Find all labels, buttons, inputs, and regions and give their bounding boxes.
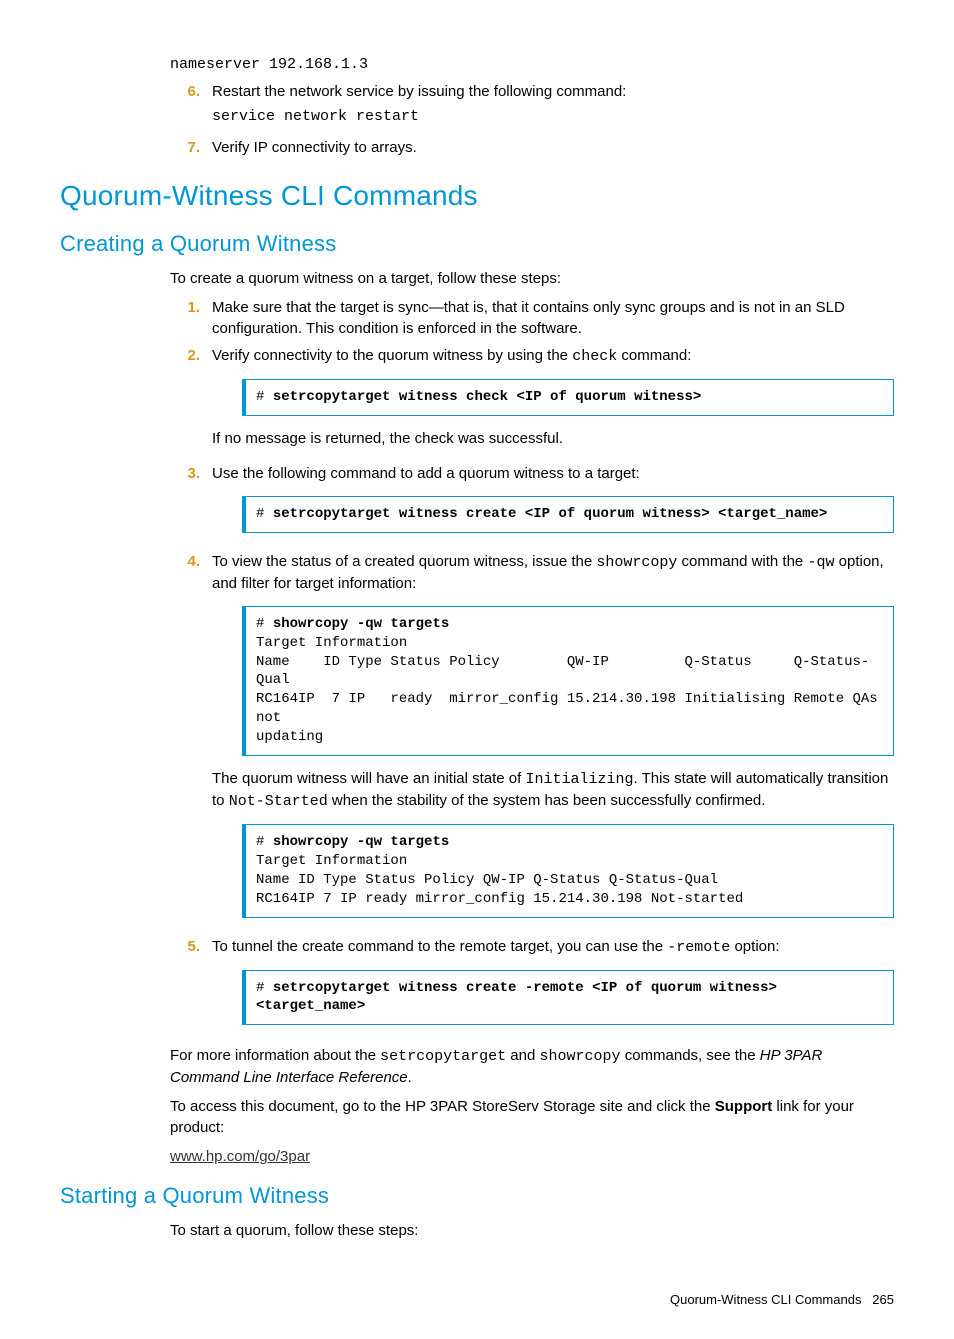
footer-page: 265 xyxy=(872,1292,894,1307)
step-6: 6. Restart the network service by issuin… xyxy=(170,81,894,131)
step-after-text: If no message is returned, the check was… xyxy=(212,428,894,449)
create-step-5: 5. To tunnel the create command to the r… xyxy=(170,936,894,1038)
heading-cli-commands: Quorum-Witness CLI Commands xyxy=(60,176,894,215)
create-step-4: 4. To view the status of a created quoru… xyxy=(170,551,894,930)
step-text: Restart the network service by issuing t… xyxy=(212,83,626,100)
step-text: Make sure that the target is sync—that i… xyxy=(212,297,894,339)
code-box-showrcopy-notstarted: # showrcopy -qw targets Target Informati… xyxy=(242,824,894,918)
top-block: nameserver 192.168.1.3 6. Restart the ne… xyxy=(170,54,894,158)
step-num: 1. xyxy=(170,297,212,339)
step-text: Verify IP connectivity to arrays. xyxy=(212,137,894,158)
code-nameserver: nameserver 192.168.1.3 xyxy=(170,54,894,75)
create-step-3: 3. Use the following command to add a qu… xyxy=(170,463,894,545)
step-num: 2. xyxy=(170,345,212,457)
code-box-showrcopy-init: # showrcopy -qw targets Target Informati… xyxy=(242,606,894,756)
create-intro: To create a quorum witness on a target, … xyxy=(170,268,894,289)
heading-starting-quorum: Starting a Quorum Witness xyxy=(60,1181,894,1212)
step-num: 5. xyxy=(170,936,212,1038)
heading-creating-quorum: Creating a Quorum Witness xyxy=(60,229,894,260)
create-section: To create a quorum witness on a target, … xyxy=(170,268,894,1167)
step-num: 4. xyxy=(170,551,212,930)
more-info-text: For more information about the setrcopyt… xyxy=(170,1045,894,1088)
code-box-create-remote: # setrcopytarget witness create -remote … xyxy=(242,970,894,1026)
footer-label: Quorum-Witness CLI Commands xyxy=(670,1292,861,1307)
page-footer: Quorum-Witness CLI Commands 265 xyxy=(60,1291,894,1309)
step-text: Use the following command to add a quoru… xyxy=(212,465,640,482)
code-box-check: # setrcopytarget witness check <IP of qu… xyxy=(242,379,894,416)
code-service-restart: service network restart xyxy=(212,106,894,127)
step-7: 7. Verify IP connectivity to arrays. xyxy=(170,137,894,158)
step-text: Verify connectivity to the quorum witnes… xyxy=(212,347,691,364)
create-step-2: 2. Verify connectivity to the quorum wit… xyxy=(170,345,894,457)
step-num: 3. xyxy=(170,463,212,545)
step-text: To tunnel the create command to the remo… xyxy=(212,938,780,955)
step-num: 6. xyxy=(170,81,212,131)
access-text: To access this document, go to the HP 3P… xyxy=(170,1096,894,1138)
start-section: To start a quorum, follow these steps: xyxy=(170,1220,894,1241)
step-num: 7. xyxy=(170,137,212,158)
create-step-1: 1. Make sure that the target is sync—tha… xyxy=(170,297,894,339)
start-intro: To start a quorum, follow these steps: xyxy=(170,1220,894,1241)
step-text: To view the status of a created quorum w… xyxy=(212,553,884,592)
code-box-create: # setrcopytarget witness create <IP of q… xyxy=(242,496,894,533)
hp-3par-link[interactable]: www.hp.com/go/3par xyxy=(170,1148,310,1165)
step-after-text: The quorum witness will have an initial … xyxy=(212,768,894,812)
